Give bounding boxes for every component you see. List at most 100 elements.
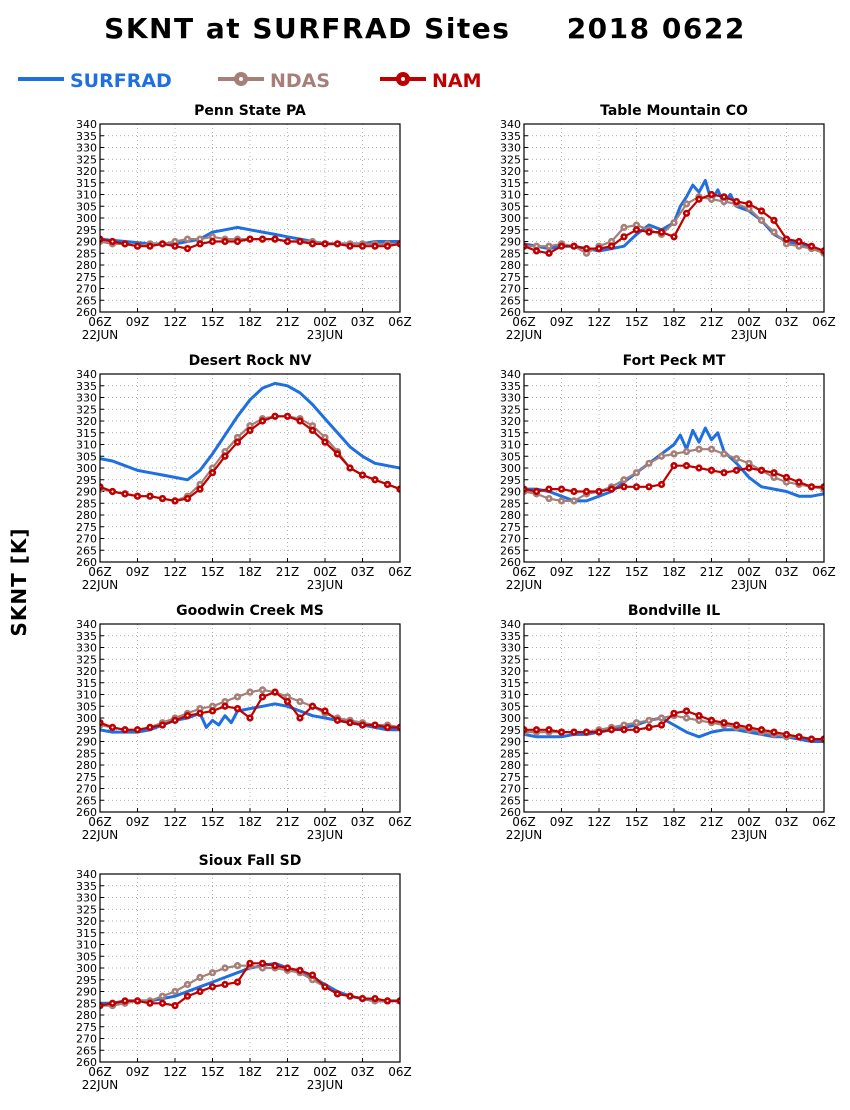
marker-dot-nam [685, 212, 688, 215]
plot-area [524, 426, 824, 505]
x-tick-label: 09Z [550, 315, 574, 329]
marker-dot-nam [174, 245, 176, 248]
marker-dot-nam [349, 721, 351, 724]
marker-dot-nam [211, 985, 214, 988]
marker-dot-nam [124, 728, 126, 731]
marker-dot-nam [249, 429, 251, 432]
marker-dot-ndas [635, 471, 638, 474]
date-label: 22JUN [506, 578, 543, 592]
x-tick-label: 06Z [388, 815, 412, 829]
plot-frame [99, 873, 401, 1063]
marker-dot-ndas [211, 705, 214, 708]
marker-nam [524, 726, 528, 734]
marker-dot-ndas [224, 700, 226, 703]
marker-dot-ndas [311, 424, 314, 427]
marker-dot-nam [186, 995, 189, 998]
date-label: 23JUN [731, 328, 768, 342]
marker-dot-nam [236, 441, 239, 444]
marker-dot-ndas [648, 462, 650, 465]
marker-dot-nam [698, 714, 700, 717]
marker-dot-nam [798, 735, 800, 738]
x-tick-label: 00Z [313, 315, 337, 329]
x-tick-label: 03Z [775, 565, 799, 579]
marker-dot-nam [349, 467, 351, 469]
marker-dot-ndas [610, 240, 613, 243]
y-tick-label: 305 [76, 450, 97, 463]
y-tick-label: 340 [76, 368, 97, 381]
y-tick-label: 315 [76, 177, 97, 190]
marker-dot-nam [785, 733, 788, 736]
y-tick-label: 300 [76, 212, 97, 225]
marker-dot-nam [336, 719, 339, 722]
y-tick-label: 290 [500, 736, 521, 749]
marker-dot-ndas [635, 721, 638, 724]
y-tick-label: 335 [76, 630, 97, 643]
y-tick-label: 320 [76, 165, 97, 178]
y-tick-label: 325 [76, 653, 97, 666]
marker-dot-nam [199, 990, 201, 993]
date-label: 22JUN [82, 328, 119, 342]
chart-panel-sioux-fall: Sioux Fall SD 260265270275280285290295300… [76, 853, 412, 1092]
marker-dot-ndas [249, 424, 251, 427]
y-tick-label: 335 [500, 630, 521, 643]
marker-dot-ndas [211, 235, 214, 238]
marker-dot-nam [623, 235, 625, 238]
marker-dot-nam [374, 724, 376, 727]
x-tick-label: 15Z [201, 565, 225, 579]
x-tick-label: 21Z [276, 565, 300, 579]
marker-dot-nam [124, 242, 126, 245]
marker-dot-nam [673, 464, 675, 467]
marker-dot-nam [660, 724, 663, 727]
panel-title: Bondville IL [628, 603, 720, 619]
marker-dot-nam [698, 467, 700, 469]
panel-title: Goodwin Creek MS [176, 603, 324, 619]
y-tick-label: 305 [76, 700, 97, 713]
marker-dot-nam [136, 495, 139, 498]
y-tick-label: 325 [76, 403, 97, 416]
y-tick-label: 280 [500, 759, 521, 772]
x-tick-label: 18Z [238, 1065, 262, 1079]
marker-dot-ndas [623, 226, 625, 229]
marker-dot-nam [349, 995, 351, 998]
marker-dot-nam [149, 245, 151, 248]
marker-dot-nam [161, 1002, 164, 1005]
y-tick-label: 340 [500, 368, 521, 381]
y-tick-label: 260 [76, 1056, 97, 1069]
marker-dot-nam [598, 247, 600, 250]
x-tick-label: 12Z [163, 815, 187, 829]
marker-dot-nam [274, 964, 276, 967]
x-tick-label: 15Z [201, 315, 225, 329]
marker-dot-nam [748, 726, 750, 729]
marker-dot-nam [760, 728, 763, 731]
y-tick-label: 310 [500, 439, 521, 452]
y-tick-label: 260 [500, 806, 521, 819]
y-tick-label: 290 [76, 986, 97, 999]
marker-dot-nam [560, 488, 563, 491]
y-tick-label: 335 [500, 130, 521, 143]
marker-dot-nam [311, 242, 314, 245]
marker-dot-ndas [535, 245, 538, 248]
y-tick-label: 270 [500, 283, 521, 296]
x-tick-label: 00Z [737, 315, 761, 329]
marker-dot-nam [249, 717, 251, 719]
x-tick-label: 15Z [625, 565, 649, 579]
y-tick-label: 275 [500, 271, 521, 284]
y-tick-label: 335 [500, 380, 521, 393]
marker-dot-ndas [236, 695, 239, 698]
marker-dot-nam [136, 728, 139, 731]
marker-dot-nam [735, 200, 738, 203]
plot-frame [523, 623, 825, 813]
marker-dot-ndas [199, 707, 201, 710]
marker-dot-nam [386, 726, 389, 729]
marker-dot-nam [299, 420, 301, 422]
date-label: 23JUN [307, 328, 344, 342]
y-tick-label: 280 [76, 259, 97, 272]
x-tick-label: 15Z [625, 815, 649, 829]
y-tick-label: 330 [76, 642, 97, 655]
marker-nam [396, 997, 400, 1005]
marker-dot-nam [735, 469, 738, 472]
marker-dot-nam [236, 240, 239, 243]
marker-dot-ndas [673, 452, 675, 455]
y-tick-label: 265 [76, 794, 97, 807]
y-tick-label: 275 [76, 1021, 97, 1034]
